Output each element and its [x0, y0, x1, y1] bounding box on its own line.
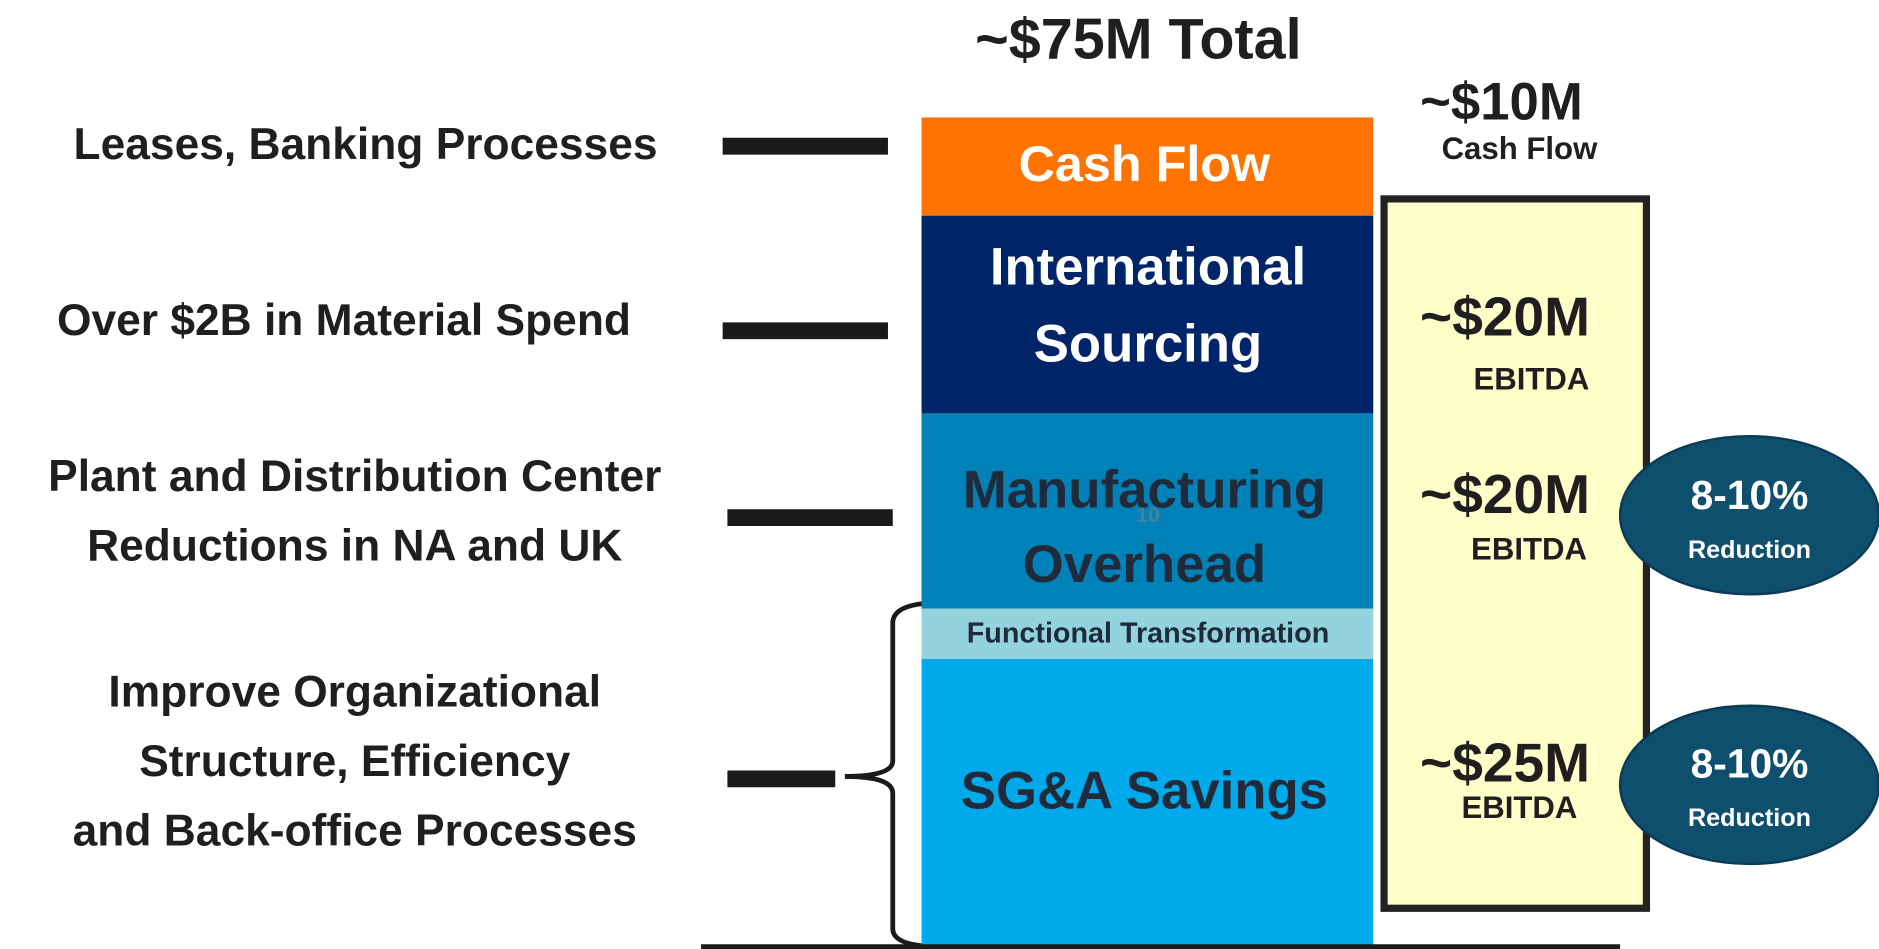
ebitda-box — [1380, 195, 1651, 912]
savings-amount: ~$20M — [1420, 286, 1590, 348]
segment-label: International — [990, 238, 1306, 297]
reduction-label: Reduction — [1688, 804, 1811, 832]
left-label: Structure, Efficiency — [139, 737, 570, 786]
reduction-value: 8-10% — [1691, 741, 1809, 787]
segment-label: Functional Transformation — [967, 618, 1330, 650]
segment-manufacturing — [921, 413, 1374, 609]
segment-cash-flow — [921, 117, 1374, 216]
segment-sourcing — [921, 215, 1374, 414]
segment-functional — [921, 608, 1374, 660]
left-label: Leases, Banking Processes — [74, 120, 658, 169]
connectors — [722, 137, 893, 788]
left-label: Plant and Distribution Center — [48, 452, 661, 501]
left-label: Improve Organizational — [108, 668, 601, 717]
segment-label: Manufacturing — [963, 461, 1326, 520]
brace — [844, 600, 941, 949]
page-number: 10 — [1136, 502, 1160, 527]
savings-amount: ~$10M — [1420, 72, 1583, 131]
reduction-value: 8-10% — [1691, 472, 1809, 518]
segment-sga — [921, 659, 1374, 947]
title: ~$75M Total — [975, 7, 1301, 71]
reduction-label: Reduction — [1688, 536, 1811, 564]
segment-label: Sourcing — [1034, 314, 1262, 373]
savings-amount: ~$20M — [1420, 463, 1590, 525]
savings-type: EBITDA — [1473, 361, 1589, 396]
left-label: Reductions in NA and UK — [87, 521, 622, 570]
segment-label: Cash Flow — [1019, 135, 1271, 192]
left-label: Over $2B in Material Spend — [57, 296, 631, 345]
savings-type: EBITDA — [1471, 531, 1587, 566]
savings-type: EBITDA — [1461, 790, 1577, 825]
segment-label: Overhead — [1023, 535, 1266, 594]
savings-type: Cash Flow — [1442, 131, 1598, 166]
left-label: and Back-office Processes — [73, 807, 637, 856]
savings-amount: ~$25M — [1420, 731, 1590, 793]
segment-label: SG&A Savings — [961, 761, 1328, 820]
